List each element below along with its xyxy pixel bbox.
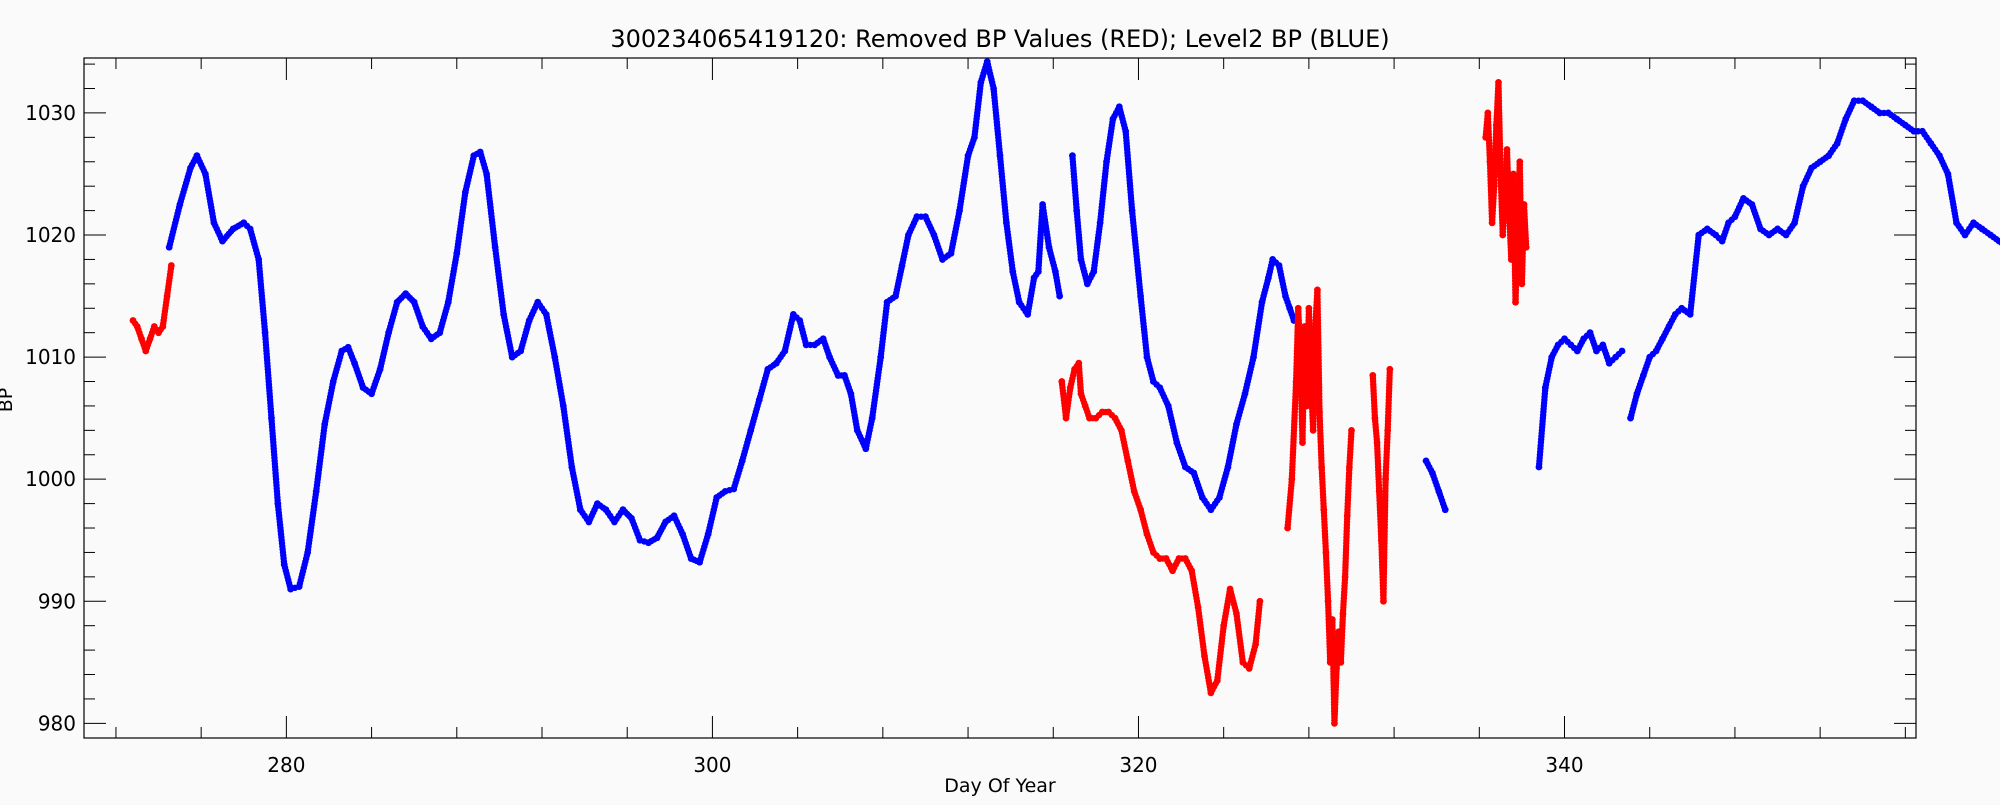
plot-frame [83,57,1917,739]
y-tick-label: 1020 [25,223,76,247]
x-tick-label: 280 [267,753,305,777]
data-points [129,58,2000,727]
x-axis-title: Day Of Year [944,775,1056,797]
data-point [1441,506,1449,514]
data-point [1386,365,1394,373]
data-point [1256,597,1264,605]
y-tick-label: 1030 [25,101,76,125]
series-level2-bp [165,58,2000,593]
y-tick-label: 980 [38,711,76,735]
data-point [1522,243,1530,251]
axis-ticks: 980 990 1000 1010 1020 1030 280 300 320 340 [25,58,1916,777]
y-tick-label: 1000 [25,467,76,491]
y-tick-label: 1010 [25,345,76,369]
y-axis-title: BP [0,388,17,413]
series-removed-bp [129,79,1530,727]
data-point [1348,426,1355,434]
x-tick-label: 340 [1545,753,1583,777]
x-tick-label: 320 [1119,753,1157,777]
chart-title: 300234065419120: Removed BP Values (RED)… [610,25,1389,53]
data-point [1056,292,1064,300]
data-point [1618,347,1626,355]
data-point [167,262,175,269]
y-tick-label: 990 [38,589,76,613]
x-tick-label: 300 [693,753,731,777]
